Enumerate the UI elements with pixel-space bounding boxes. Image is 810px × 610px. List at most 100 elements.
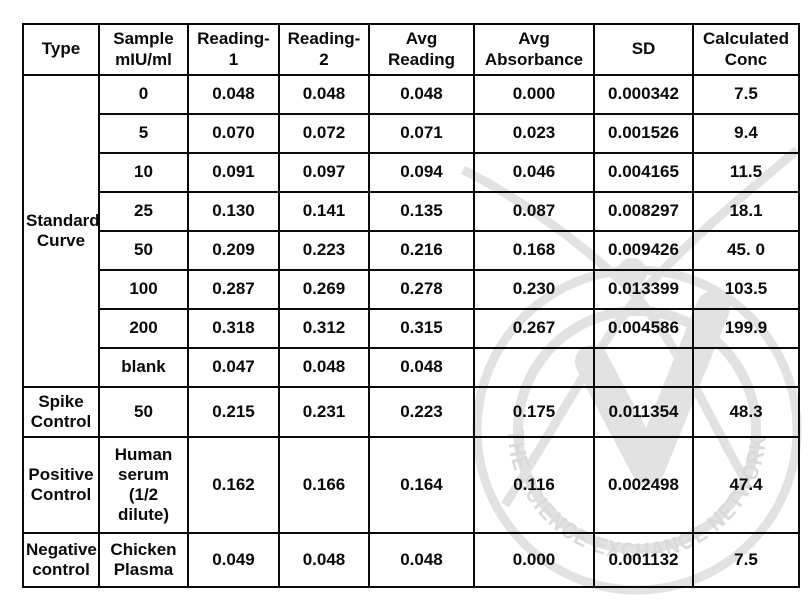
data-cell: 10 bbox=[98, 152, 189, 193]
data-cell: 0.000 bbox=[473, 532, 595, 588]
row-group-label: Spike Control bbox=[22, 386, 100, 438]
data-cell: 0.000342 bbox=[593, 74, 694, 115]
data-cell: 0.141 bbox=[278, 191, 370, 232]
data-cell: 0.097 bbox=[278, 152, 370, 193]
data-cell: 0.209 bbox=[187, 230, 280, 271]
data-cell: Human serum (1/2 dilute) bbox=[98, 436, 189, 534]
header-cell: Sample mIU/ml bbox=[98, 23, 189, 76]
data-cell: Chicken Plasma bbox=[98, 532, 189, 588]
data-cell: 9.4 bbox=[692, 113, 800, 154]
data-cell: 0.004165 bbox=[593, 152, 694, 193]
data-cell: 0.048 bbox=[368, 74, 475, 115]
data-cell: 0.231 bbox=[278, 386, 370, 438]
data-cell: 0.048 bbox=[278, 532, 370, 588]
header-cell: SD bbox=[593, 23, 694, 76]
data-cell: 0.287 bbox=[187, 269, 280, 310]
header-cell: Calculated Conc bbox=[692, 23, 800, 76]
data-cell: 0.230 bbox=[473, 269, 595, 310]
row-group-label: Standard Curve bbox=[22, 74, 100, 388]
data-cell: 0.278 bbox=[368, 269, 475, 310]
data-cell: 0.000 bbox=[473, 74, 595, 115]
header-cell: Avg Reading bbox=[368, 23, 475, 76]
row-group-label: Positive Control bbox=[22, 436, 100, 534]
data-cell: 0.048 bbox=[368, 532, 475, 588]
table-row: 100 0.287 0.269 0.278 0.230 0.013399 103.5 bbox=[23, 269, 800, 310]
data-cell: 0.116 bbox=[473, 436, 595, 534]
data-cell: 0.166 bbox=[278, 436, 370, 534]
data-cell: 50 bbox=[98, 386, 189, 438]
table-body: Standard Curve 0 0.048 0.048 0.048 0.000 0.000… bbox=[22, 74, 800, 588]
data-cell: 0.071 bbox=[368, 113, 475, 154]
data-cell: 199.9 bbox=[692, 308, 800, 349]
data-cell: 48.3 bbox=[692, 386, 800, 438]
data-cell: 47.4 bbox=[692, 436, 800, 534]
data-cell: 0.001132 bbox=[593, 532, 694, 588]
data-cell: 0.048 bbox=[368, 347, 475, 388]
data-cell: 0.223 bbox=[278, 230, 370, 271]
data-cell: 0.135 bbox=[368, 191, 475, 232]
table-row: Positive Control Human serum (1/2 dilute)… bbox=[22, 436, 800, 534]
table-row: 25 0.130 0.141 0.135 0.087 0.008297 18.1 bbox=[23, 191, 800, 232]
data-cell: 0.094 bbox=[368, 152, 475, 193]
data-cell: 45. 0 bbox=[692, 230, 800, 271]
results-table: Type Sample mIU/ml Reading- 1 Reading- 2 Avg… bbox=[22, 23, 800, 588]
data-cell: 0.001526 bbox=[593, 113, 694, 154]
header-row: Type Sample mIU/ml Reading- 1 Reading- 2 Avg… bbox=[22, 23, 800, 76]
data-cell: 0.312 bbox=[278, 308, 370, 349]
data-cell: 25 bbox=[98, 191, 189, 232]
data-cell: 0.048 bbox=[278, 74, 370, 115]
data-cell: 0.004586 bbox=[593, 308, 694, 349]
data-cell: 0.162 bbox=[187, 436, 280, 534]
table-row: blank 0.047 0.048 0.048 bbox=[23, 347, 800, 388]
data-cell: 11.5 bbox=[692, 152, 800, 193]
table-row: Negative control Chicken Plasma 0.049 0.048… bbox=[22, 532, 800, 588]
data-cell: 0.009426 bbox=[593, 230, 694, 271]
data-cell: 0.216 bbox=[368, 230, 475, 271]
data-cell: 0.223 bbox=[368, 386, 475, 438]
data-cell: 0.013399 bbox=[593, 269, 694, 310]
row-group-label: Negative control bbox=[22, 532, 100, 588]
data-cell: 0.023 bbox=[473, 113, 595, 154]
data-cell: 18.1 bbox=[692, 191, 800, 232]
data-cell bbox=[593, 347, 694, 388]
data-cell: blank bbox=[98, 347, 189, 388]
data-cell: 0.267 bbox=[473, 308, 595, 349]
table-row: 50 0.209 0.223 0.216 0.168 0.009426 45. 0 bbox=[23, 230, 800, 271]
data-cell: 100 bbox=[98, 269, 189, 310]
data-cell: 0.048 bbox=[187, 74, 280, 115]
data-cell: 0.087 bbox=[473, 191, 595, 232]
data-cell: 103.5 bbox=[692, 269, 800, 310]
data-cell: 50 bbox=[98, 230, 189, 271]
table-row: 10 0.091 0.097 0.094 0.046 0.004165 11.5 bbox=[23, 152, 800, 193]
data-cell: 0.091 bbox=[187, 152, 280, 193]
data-cell: 7.5 bbox=[692, 74, 800, 115]
data-cell: 0.049 bbox=[187, 532, 280, 588]
data-cell: 0.072 bbox=[278, 113, 370, 154]
data-cell: 0.168 bbox=[473, 230, 595, 271]
data-cell: 0.315 bbox=[368, 308, 475, 349]
data-cell: 0.269 bbox=[278, 269, 370, 310]
data-cell: 0 bbox=[98, 74, 189, 115]
data-cell: 0.070 bbox=[187, 113, 280, 154]
data-cell: 0.048 bbox=[278, 347, 370, 388]
data-cell: 5 bbox=[98, 113, 189, 154]
table-row: Spike Control 50 0.215 0.231 0.223 0.175 0.011… bbox=[22, 386, 800, 438]
table-row: Standard Curve 0 0.048 0.048 0.048 0.000 0.000… bbox=[22, 74, 800, 388]
header-cell: Reading- 1 bbox=[187, 23, 280, 76]
data-cell: 0.047 bbox=[187, 347, 280, 388]
data-cell: 0.215 bbox=[187, 386, 280, 438]
data-cell: 0.318 bbox=[187, 308, 280, 349]
data-cell: 0.002498 bbox=[593, 436, 694, 534]
header-cell: Avg Absorbance bbox=[473, 23, 595, 76]
data-cell: 0.011354 bbox=[593, 386, 694, 438]
data-cell: 0.175 bbox=[473, 386, 595, 438]
table-row: 5 0.070 0.072 0.071 0.023 0.001526 9.4 bbox=[23, 113, 800, 154]
header-cell: Reading- 2 bbox=[278, 23, 370, 76]
data-cell bbox=[473, 347, 595, 388]
data-cell: 0.164 bbox=[368, 436, 475, 534]
data-cell bbox=[692, 347, 800, 388]
data-cell: 200 bbox=[98, 308, 189, 349]
data-cell: 0.008297 bbox=[593, 191, 694, 232]
data-cell: 7.5 bbox=[692, 532, 800, 588]
data-cell: 0.130 bbox=[187, 191, 280, 232]
